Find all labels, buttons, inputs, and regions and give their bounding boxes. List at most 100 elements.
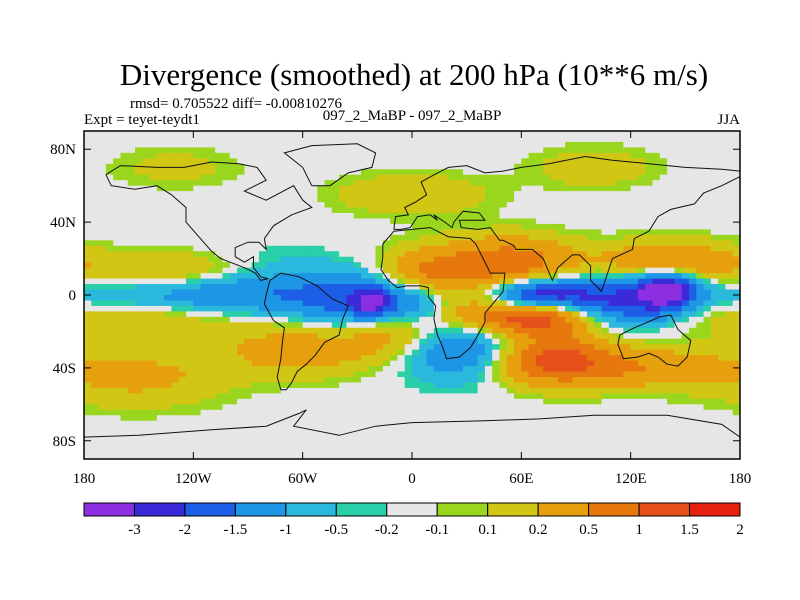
field-cell	[579, 185, 588, 192]
field-cell	[331, 147, 340, 154]
field-cell	[207, 377, 216, 384]
field-cell	[346, 196, 355, 203]
field-cell	[608, 213, 617, 220]
field-cell	[703, 245, 712, 252]
field-cell	[91, 409, 100, 416]
field-cell	[637, 229, 646, 236]
field-cell	[492, 180, 501, 187]
field-cell	[135, 295, 143, 302]
field-cell	[295, 355, 304, 362]
field-cell	[142, 245, 151, 252]
field-cell	[463, 289, 471, 296]
field-cell	[237, 300, 245, 307]
field-cell	[178, 284, 187, 291]
field-cell	[441, 136, 450, 143]
field-cell	[565, 295, 573, 302]
field-cell	[492, 240, 501, 247]
field-cell	[375, 289, 384, 296]
field-cell	[565, 169, 573, 176]
field-cell	[120, 404, 129, 411]
field-cell	[302, 333, 311, 340]
field-cell	[528, 409, 537, 416]
field-cell	[215, 273, 224, 280]
field-cell	[652, 240, 661, 247]
field-cell	[448, 218, 457, 225]
field-cell	[659, 338, 668, 345]
field-cell	[557, 409, 566, 416]
field-cell	[331, 185, 340, 192]
field-cell	[463, 256, 471, 263]
field-cell	[273, 415, 282, 422]
field-cell	[652, 278, 661, 285]
field-cell	[557, 415, 566, 422]
field-cell	[149, 152, 158, 159]
field-cell	[346, 141, 355, 148]
field-cell	[528, 136, 537, 143]
field-cell	[492, 344, 501, 351]
field-cell	[229, 393, 238, 400]
field-cell	[565, 338, 573, 345]
field-cell	[317, 251, 326, 258]
field-cell	[178, 218, 187, 225]
field-cell	[528, 305, 537, 312]
field-cell	[710, 131, 719, 138]
field-cell	[616, 147, 624, 154]
field-cell	[207, 234, 216, 241]
field-cell	[703, 415, 712, 422]
field-cell	[543, 377, 552, 384]
field-cell	[550, 300, 559, 307]
field-cell	[360, 327, 369, 334]
field-cell	[696, 300, 705, 307]
field-cell	[368, 267, 377, 274]
field-cell	[215, 262, 224, 269]
field-cell	[127, 202, 136, 209]
field-cell	[623, 311, 632, 318]
field-cell	[426, 371, 435, 378]
field-cell	[280, 393, 289, 400]
field-cell	[463, 202, 471, 209]
field-cell	[215, 229, 224, 236]
field-cell	[266, 180, 275, 187]
field-cell	[390, 174, 399, 181]
field-cell	[594, 415, 603, 422]
field-cell	[732, 147, 740, 154]
field-cell	[543, 344, 552, 351]
field-cell	[455, 355, 464, 362]
field-cell	[521, 415, 530, 422]
field-cell	[186, 305, 194, 312]
field-cell	[426, 131, 435, 138]
field-cell	[448, 191, 457, 198]
field-cell	[477, 267, 486, 274]
field-cell	[725, 229, 734, 236]
field-cell	[645, 355, 654, 362]
field-cell	[258, 311, 267, 318]
field-cell	[324, 262, 333, 269]
field-cell	[696, 196, 705, 203]
field-cell	[317, 360, 326, 367]
field-cell	[309, 251, 318, 258]
field-cell	[171, 158, 180, 165]
field-cell	[346, 207, 355, 214]
field-cell	[630, 136, 639, 143]
field-cell	[470, 174, 479, 181]
field-cell	[412, 344, 420, 351]
field-cell	[586, 344, 595, 351]
field-cell	[229, 202, 238, 209]
field-cell	[346, 295, 355, 302]
field-cell	[193, 338, 202, 345]
field-cell	[718, 322, 727, 329]
field-cell	[346, 191, 355, 198]
field-cell	[324, 355, 333, 362]
field-cell	[696, 256, 705, 263]
field-cell	[309, 295, 318, 302]
field-cell	[710, 163, 719, 170]
field-cell	[586, 322, 595, 329]
field-cell	[295, 202, 304, 209]
field-cell	[200, 404, 209, 411]
field-cell	[470, 136, 479, 143]
field-cell	[572, 136, 581, 143]
field-cell	[186, 355, 194, 362]
field-cell	[521, 420, 530, 427]
field-cell	[222, 409, 231, 416]
field-cell	[91, 404, 100, 411]
